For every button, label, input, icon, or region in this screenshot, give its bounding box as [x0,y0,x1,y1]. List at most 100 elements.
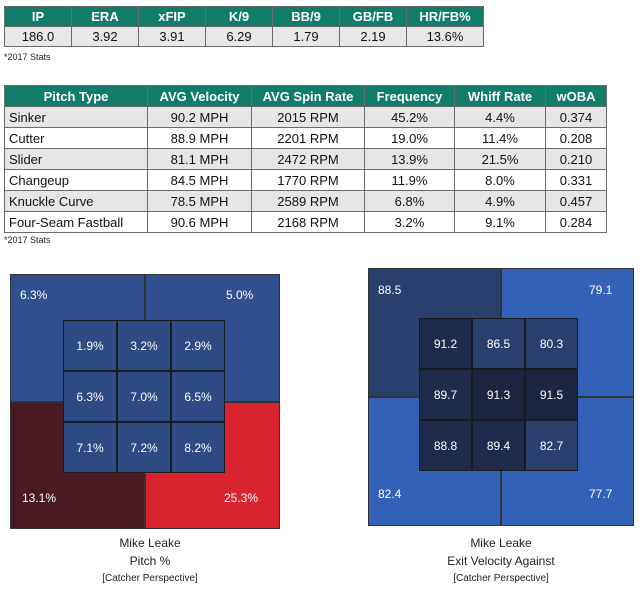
stats-header-cell: xFIP [138,6,206,27]
table-cell: 3.2% [364,211,455,233]
pitch-header-cell: Pitch Type [4,85,148,107]
table-cell: 78.5 MPH [147,190,252,212]
pitch-type-table: Pitch Type AVG Velocity AVG Spin Rate Fr… [4,85,607,233]
zone-cell: 82.7 [525,420,578,471]
table-row: Slider 81.1 MPH 2472 RPM 13.9% 21.5% 0.2… [4,148,607,170]
stats-value-row: 186.0 3.92 3.91 6.29 1.79 2.19 13.6% [4,26,484,47]
stats-value-cell: 186.0 [4,26,72,47]
table-row: Knuckle Curve 78.5 MPH 2589 RPM 6.8% 4.9… [4,190,607,212]
stats-header-cell: ERA [71,6,139,27]
zone-cell: 89.4 [472,420,525,471]
table-cell: 0.210 [545,148,607,170]
table-cell: 0.331 [545,169,607,191]
table-cell: 90.6 MPH [147,211,252,233]
zone-cell-value: 7.2% [130,441,158,455]
table-cell: 21.5% [454,148,546,170]
zone-cell-value: 80.3 [539,337,564,351]
zone-cell: 80.3 [525,318,578,369]
pitch-table-note: *2017 Stats [4,235,51,245]
stats-header-cell: GB/FB [339,6,407,27]
stats-value-cell: 3.92 [71,26,139,47]
zone-label-top-right: 79.1 [589,283,613,297]
table-cell: 81.1 MPH [147,148,252,170]
stats-value-cell: 13.6% [406,26,484,47]
table-cell: 0.457 [545,190,607,212]
table-cell: 19.0% [364,127,455,149]
pitch-name-cell: Knuckle Curve [4,190,148,212]
table-row: Sinker 90.2 MPH 2015 RPM 45.2% 4.4% 0.37… [4,106,607,128]
caption-metric: Pitch % [129,554,171,568]
pitch-header-cell: wOBA [545,85,607,107]
caption-perspective: [Catcher Perspective] [102,573,198,584]
zone-cell: 91.5 [525,369,578,420]
table-cell: 2201 RPM [251,127,365,149]
zone-cell-value: 2.9% [184,339,212,353]
zone-cell-value: 91.3 [486,388,511,402]
zone-cell: 89.7 [419,369,472,420]
zone-label-top-right: 5.0% [226,288,254,302]
table-cell: 2168 RPM [251,211,365,233]
zone-cell: 91.2 [419,318,472,369]
table-cell: 2472 RPM [251,148,365,170]
caption-player: Mike Leake [119,536,181,550]
zone-cell: 6.5% [171,371,225,422]
stats-value-cell: 6.29 [205,26,273,47]
stats-value-cell: 1.79 [272,26,340,47]
zone-cell-value: 7.1% [76,441,104,455]
zone-cell-value: 1.9% [76,339,104,353]
table-cell: 8.0% [454,169,546,191]
zone-cell: 1.9% [63,320,117,371]
caption-metric: Exit Velocity Against [447,554,555,568]
table-cell: 2015 RPM [251,106,365,128]
zone-cell: 7.0% [117,371,171,422]
table-cell: 90.2 MPH [147,106,252,128]
table-cell: 0.374 [545,106,607,128]
pitch-zone-caption: Mike Leake Pitch % [Catcher Perspective] [60,534,240,588]
season-stats-table: IP ERA xFIP K/9 BB/9 GB/FB HR/FB% 186.0 … [4,6,484,47]
zone-cell-value: 8.2% [184,441,212,455]
pitch-name-cell: Cutter [4,127,148,149]
pitch-name-cell: Four-Seam Fastball [4,211,148,233]
table-cell: 0.208 [545,127,607,149]
zone-label-bottom-left: 82.4 [378,487,402,501]
pitch-name-cell: Slider [4,148,148,170]
zone-cell: 7.1% [63,422,117,473]
table-cell: 0.284 [545,211,607,233]
zone-cell-value: 3.2% [130,339,158,353]
zone-cell-value: 82.7 [539,439,564,453]
zone-cell: 6.3% [63,371,117,422]
table-cell: 45.2% [364,106,455,128]
zone-cell: 91.3 [472,369,525,420]
pitch-name-cell: Sinker [4,106,148,128]
table-row: Cutter 88.9 MPH 2201 RPM 19.0% 11.4% 0.2… [4,127,607,149]
table-cell: 88.9 MPH [147,127,252,149]
table-cell: 2589 RPM [251,190,365,212]
pitch-name-cell: Changeup [4,169,148,191]
zone-label-top-left: 88.5 [378,283,402,297]
caption-perspective: [Catcher Perspective] [453,573,549,584]
zone-cell: 8.2% [171,422,225,473]
stats-header-cell: BB/9 [272,6,340,27]
table-cell: 84.5 MPH [147,169,252,191]
table-cell: 11.4% [454,127,546,149]
pitch-header-cell: AVG Velocity [147,85,252,107]
zone-label-top-left: 6.3% [20,288,48,302]
zone-label-bottom-left: 13.1% [22,491,57,505]
pitch-header-row: Pitch Type AVG Velocity AVG Spin Rate Fr… [4,85,607,107]
velo-zone-caption: Mike Leake Exit Velocity Against [Catche… [411,534,591,588]
stats-value-cell: 2.19 [339,26,407,47]
table-row: Four-Seam Fastball 90.6 MPH 2168 RPM 3.2… [4,211,607,233]
caption-player: Mike Leake [470,536,532,550]
zone-cell: 3.2% [117,320,171,371]
zone-cell-value: 91.2 [433,337,458,351]
stats-value-cell: 3.91 [138,26,206,47]
table-cell: 4.4% [454,106,546,128]
zone-cell: 7.2% [117,422,171,473]
zone-cell: 88.8 [419,420,472,471]
zone-cell-value: 91.5 [539,388,564,402]
table-cell: 9.1% [454,211,546,233]
zone-cell-value: 88.8 [433,439,458,453]
pitch-header-cell: Frequency [364,85,455,107]
table-cell: 4.9% [454,190,546,212]
zone-cell: 86.5 [472,318,525,369]
